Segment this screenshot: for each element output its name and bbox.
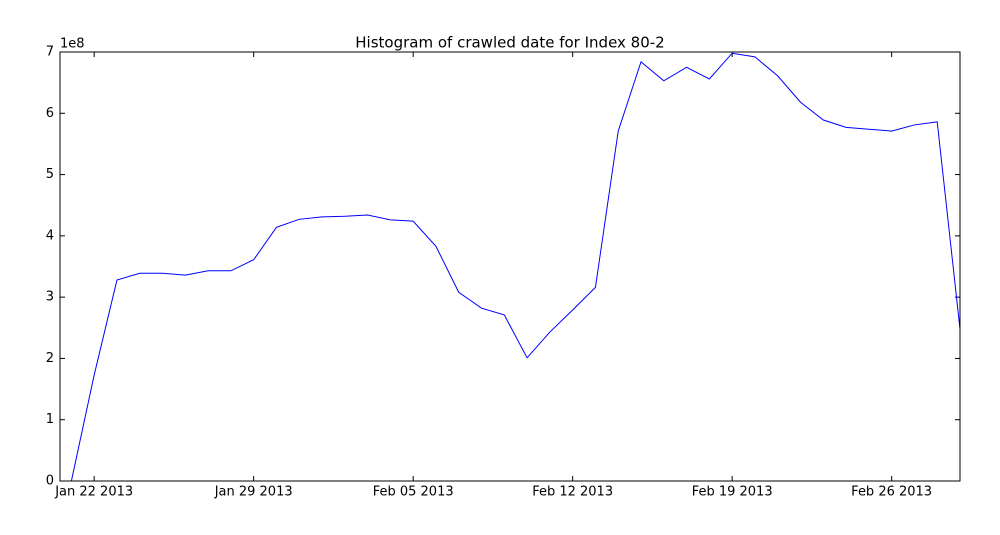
line	[70, 52, 961, 482]
x-tick-label: Feb 05 2013	[373, 485, 454, 500]
y-tick-label: 0	[46, 474, 54, 489]
x-tick-label: Feb 26 2013	[851, 485, 932, 500]
y-tick-label: 2	[46, 351, 54, 366]
plot-frame	[59, 51, 961, 482]
x-tick-label: Feb 12 2013	[532, 485, 613, 500]
y-tick-label: 5	[46, 167, 54, 182]
y-tick-label: 1	[46, 412, 54, 427]
y-tick-label: 4	[46, 228, 54, 243]
x-tick-label: Jan 22 2013	[54, 485, 133, 500]
y-tick-label: 6	[46, 106, 54, 121]
y-offset-label: 1e8	[60, 37, 85, 52]
y-tick-label: 3	[46, 290, 54, 305]
chart-title: Histogram of crawled date for Index 80-2	[355, 34, 664, 52]
x-tick-label: Feb 19 2013	[692, 485, 773, 500]
y-tick-label: 7	[46, 45, 54, 60]
x-tick-label: Jan 29 2013	[214, 485, 293, 500]
